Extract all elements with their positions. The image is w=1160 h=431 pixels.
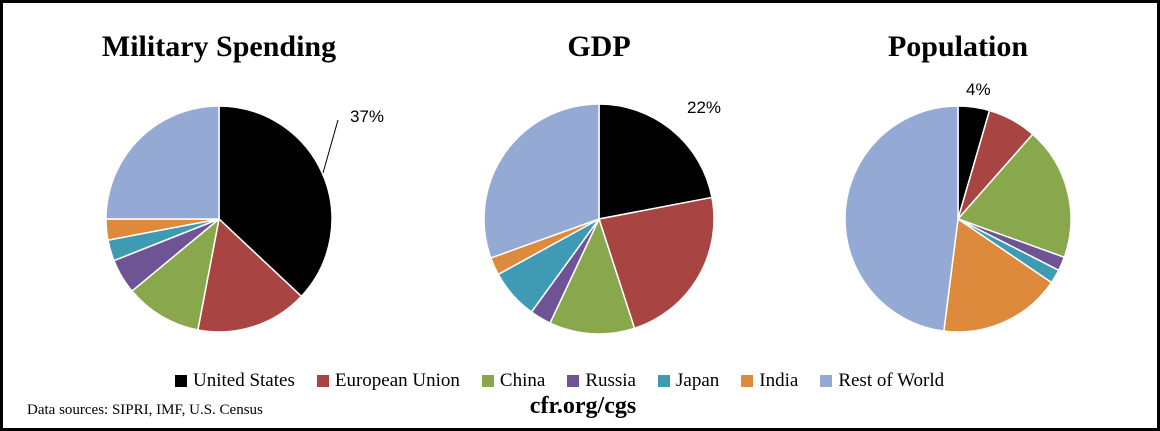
legend-swatch-european-union [316, 375, 329, 387]
legend-item-india: India [741, 370, 798, 392]
pie-slice-gdp-united-states [598, 103, 713, 220]
pie-slice-population-china [956, 133, 1072, 259]
data-label-gdp-united-states: 22% [687, 98, 721, 117]
pie-slice-gdp-european-union [598, 196, 715, 330]
pie-slice-gdp-rest-of-world [483, 103, 600, 259]
pie-slice-military-spending-european-union [196, 217, 303, 333]
data-label-military-spending-united-states: 37% [350, 107, 384, 126]
chart-title-population: Population [888, 30, 1028, 63]
pie-slice-military-spending-rest-of-world [105, 105, 220, 220]
pie-chart-population: Population 4% [844, 30, 1072, 333]
legend-label-china: China [499, 370, 546, 391]
legend-label-japan: Japan [676, 370, 720, 391]
pie-charts-canvas: Military Spending 37% GDP 22% Population 4% [102, 30, 1072, 335]
legend-swatch-india [741, 375, 754, 387]
chart-title-gdp: GDP [567, 30, 630, 63]
legend-swatch-rest-of-world [820, 375, 833, 387]
legend-label-india: India [759, 370, 799, 391]
source-note: Data sources: SIPRI, IMF, U.S. Census [27, 402, 263, 418]
pie-slice-population-india [943, 217, 1053, 333]
legend-label-united-states: United States [193, 370, 295, 391]
pie-chart-military-spending: Military Spending 37% [102, 30, 384, 333]
legend-swatch-russia [567, 375, 580, 387]
legend-label-european-union: European Union [334, 370, 460, 391]
legend-item-japan: Japan [658, 370, 719, 392]
legend-item-russia: Russia [567, 370, 636, 392]
pie-chart-gdp: GDP 22% [483, 30, 721, 335]
legend-swatch-japan [658, 375, 670, 387]
leader-line-military-spending [322, 119, 339, 174]
legend-item-united-states: United States [175, 370, 295, 392]
legend-label-rest-of-world: Rest of World [838, 370, 945, 391]
legend-swatch-china [481, 375, 494, 387]
legend-item-rest-of-world: Rest of World [820, 370, 944, 392]
credit-url: cfr.org/cgs [529, 393, 637, 419]
legend-item-china: China [481, 370, 546, 392]
pie-slice-military-spending-china [130, 217, 221, 331]
legend-swatch-united-states [175, 375, 187, 387]
legend-item-european-union: European Union [316, 370, 460, 392]
chart-title-military-spending: Military Spending [102, 30, 336, 63]
legend-label-russia: Russia [585, 370, 636, 391]
pie-slice-population-rest-of-world [844, 105, 959, 332]
data-label-population-united-states: 4% [966, 80, 991, 99]
pie-slice-gdp-china [549, 216, 636, 335]
pie-slice-military-spending-united-states [218, 105, 333, 298]
legend: United States European Union China Russi… [175, 369, 966, 393]
